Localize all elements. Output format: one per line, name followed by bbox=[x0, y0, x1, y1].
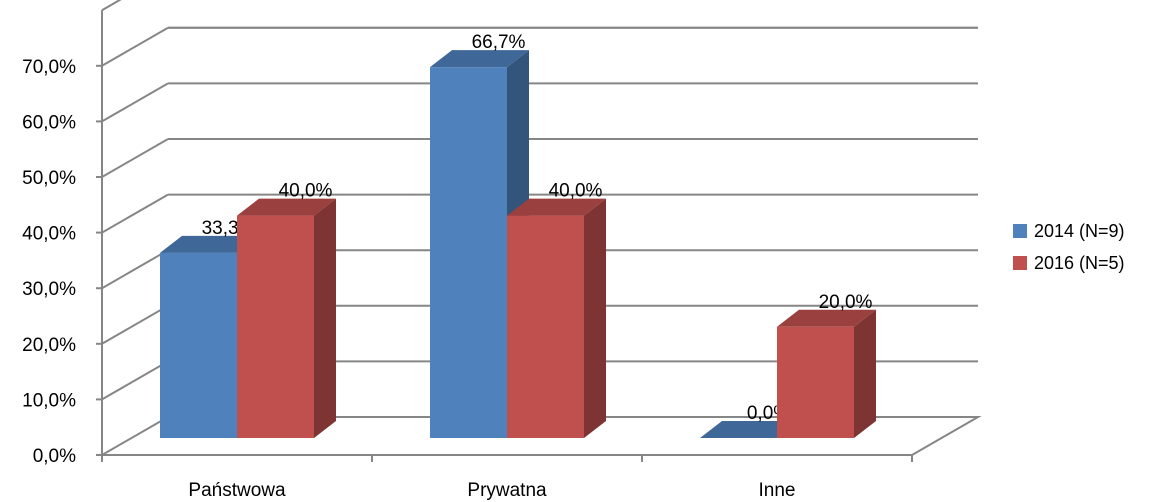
bar-1-1: 40,0% bbox=[507, 181, 606, 438]
bars: 33,3%40,0%66,7%40,0%0,0%20,0% bbox=[160, 32, 876, 438]
y-tick-label: 50,0% bbox=[22, 168, 76, 189]
bar-top bbox=[237, 198, 336, 216]
bar-side bbox=[584, 198, 606, 438]
data-label: 40,0% bbox=[279, 181, 333, 202]
bar-1-2: 20,0% bbox=[777, 292, 876, 438]
bar-top bbox=[430, 50, 529, 68]
bar-front bbox=[160, 252, 237, 438]
y-axis: 0,0% 10,0% 20,0% 30,0% 40,0% 50,0% 60,0% 70,0% bbox=[22, 57, 102, 467]
y-tick-label: 10,0% bbox=[22, 390, 76, 411]
data-label: 20,0% bbox=[819, 292, 873, 313]
y-tick-label: 40,0% bbox=[22, 224, 76, 245]
bar-1-0: 40,0% bbox=[237, 181, 336, 438]
legend-label-2016: 2016 (N=5) bbox=[1034, 252, 1125, 273]
y-tick-label: 60,0% bbox=[22, 112, 76, 133]
bar-side bbox=[314, 198, 336, 438]
bar-top bbox=[777, 309, 876, 327]
x-category-label: Państwowa bbox=[188, 480, 286, 501]
y-tick-label: 0,0% bbox=[33, 446, 76, 467]
y-tick-label: 30,0% bbox=[22, 279, 76, 300]
data-label: 66,7% bbox=[472, 32, 526, 53]
data-label: 40,0% bbox=[549, 181, 603, 202]
legend-swatch-2014 bbox=[1013, 224, 1027, 238]
y-tick-label: 20,0% bbox=[22, 335, 76, 356]
gridline-side bbox=[101, 26, 169, 67]
gridline-side bbox=[101, 82, 169, 123]
gridline-side bbox=[101, 193, 169, 234]
legend-item-2014: 2014 (N=9) bbox=[1013, 215, 1125, 247]
legend-item-2016: 2016 (N=5) bbox=[1013, 247, 1125, 279]
side-wall-top-edge bbox=[101, 0, 122, 12]
x-category-label: Prywatna bbox=[467, 480, 547, 501]
legend-swatch-2016 bbox=[1013, 256, 1027, 270]
legend: 2014 (N=9) 2016 (N=5) bbox=[1013, 215, 1125, 279]
bar-front bbox=[777, 326, 854, 438]
bar-top bbox=[160, 235, 259, 253]
bar-top bbox=[507, 198, 606, 216]
bar-front bbox=[237, 215, 314, 438]
y-tick-label: 70,0% bbox=[22, 57, 76, 78]
bar-front bbox=[430, 67, 507, 438]
bar-front bbox=[507, 215, 584, 438]
bar-top bbox=[700, 421, 799, 438]
bar-side bbox=[854, 309, 876, 438]
gridline-side bbox=[101, 138, 169, 178]
x-axis: Państwowa Prywatna Inne bbox=[101, 454, 913, 501]
gridline-side bbox=[101, 304, 169, 345]
gridline-side bbox=[101, 249, 169, 290]
legend-label-2014: 2014 (N=9) bbox=[1034, 220, 1125, 241]
gridline-side bbox=[101, 360, 169, 401]
x-category-label: Inne bbox=[759, 480, 796, 501]
